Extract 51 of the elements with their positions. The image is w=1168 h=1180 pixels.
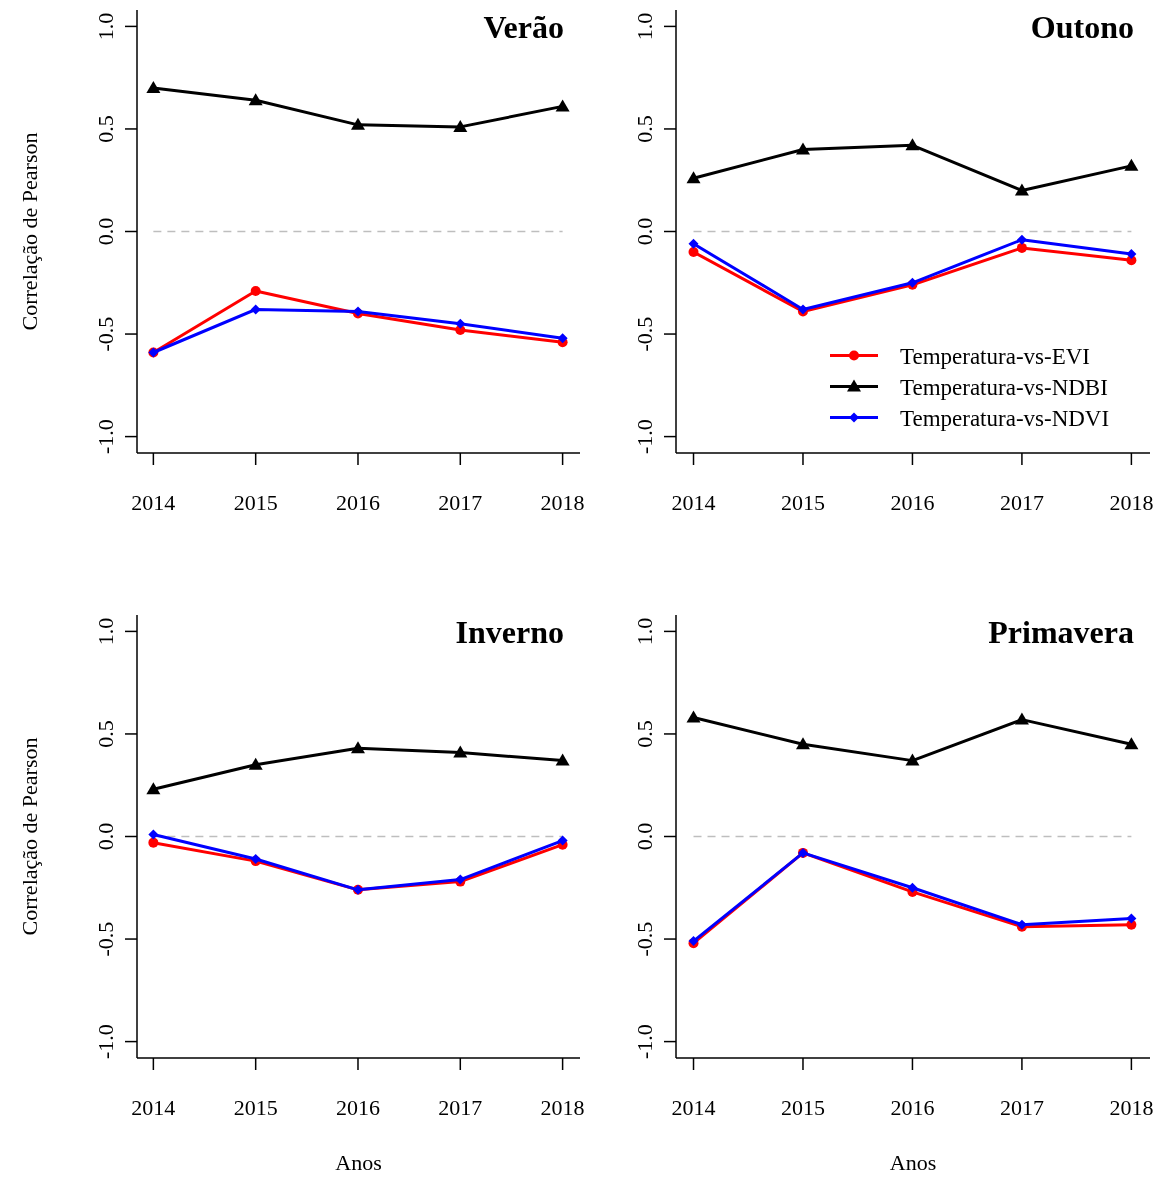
x-tick-label: 2015 bbox=[780, 490, 825, 515]
x-tick-label: 2017 bbox=[999, 1095, 1044, 1120]
x-tick-label: 2016 bbox=[890, 1095, 935, 1120]
x-tick-label: 2015 bbox=[780, 1095, 825, 1120]
x-tick-label: 2018 bbox=[540, 490, 585, 515]
y-tick-label: 0.0 bbox=[93, 217, 118, 246]
y-tick-label: -1.0 bbox=[632, 1024, 657, 1060]
x-tick-label: 2016 bbox=[335, 490, 380, 515]
legend-label: Temperatura-vs-NDBI bbox=[900, 374, 1108, 400]
x-tick-label: 2017 bbox=[438, 490, 483, 515]
x-axis-title: Anos bbox=[335, 1150, 382, 1175]
y-tick-label: -0.5 bbox=[93, 316, 118, 352]
x-tick-label: 2018 bbox=[1109, 1095, 1154, 1120]
x-tick-label: 2018 bbox=[540, 1095, 585, 1120]
y-tick-label: 0.5 bbox=[93, 720, 118, 748]
y-tick-label: 1.0 bbox=[632, 617, 657, 646]
x-tick-label: 2017 bbox=[438, 1095, 483, 1120]
x-tick-label: 2017 bbox=[999, 490, 1044, 515]
y-tick-label: -0.5 bbox=[93, 921, 118, 957]
y-tick-label: 0.5 bbox=[632, 115, 657, 143]
x-tick-label: 2016 bbox=[890, 490, 935, 515]
y-tick-label: -1.0 bbox=[93, 1024, 118, 1060]
y-tick-label: 0.0 bbox=[632, 217, 657, 246]
x-tick-label: 2014 bbox=[671, 490, 716, 515]
y-tick-label: -1.0 bbox=[632, 419, 657, 455]
y-tick-label: 0.0 bbox=[93, 822, 118, 851]
chart-title: Inverno bbox=[455, 614, 564, 650]
legend-label: Temperatura-vs-NDVI bbox=[900, 405, 1110, 431]
y-tick-label: 1.0 bbox=[93, 617, 118, 646]
chart-title: Verão bbox=[483, 9, 564, 45]
x-tick-label: 2015 bbox=[233, 490, 278, 515]
x-axis-title: Anos bbox=[889, 1150, 937, 1175]
x-tick-label: 2014 bbox=[671, 1095, 716, 1120]
x-tick-label: 2015 bbox=[233, 1095, 278, 1120]
y-tick-label: 0.5 bbox=[93, 115, 118, 143]
y-tick-label: -0.5 bbox=[632, 921, 657, 957]
y-tick-label: 1.0 bbox=[632, 12, 657, 41]
y-tick-label: -1.0 bbox=[93, 419, 118, 455]
y-tick-label: -0.5 bbox=[632, 316, 657, 352]
legend-label: Temperatura-vs-EVI bbox=[900, 343, 1090, 369]
chart-title: Outono bbox=[1030, 9, 1134, 45]
y-tick-label: 1.0 bbox=[93, 12, 118, 41]
chart-title: Primavera bbox=[988, 614, 1134, 650]
x-tick-label: 2016 bbox=[335, 1095, 380, 1120]
x-tick-label: 2014 bbox=[131, 490, 176, 515]
y-tick-label: 0.5 bbox=[632, 720, 657, 748]
y-axis-title: Correlação de Pearson bbox=[17, 737, 42, 936]
x-tick-label: 2018 bbox=[1109, 490, 1154, 515]
y-tick-label: 0.0 bbox=[632, 822, 657, 851]
y-axis-title: Correlação de Pearson bbox=[17, 132, 42, 331]
x-tick-label: 2014 bbox=[131, 1095, 176, 1120]
